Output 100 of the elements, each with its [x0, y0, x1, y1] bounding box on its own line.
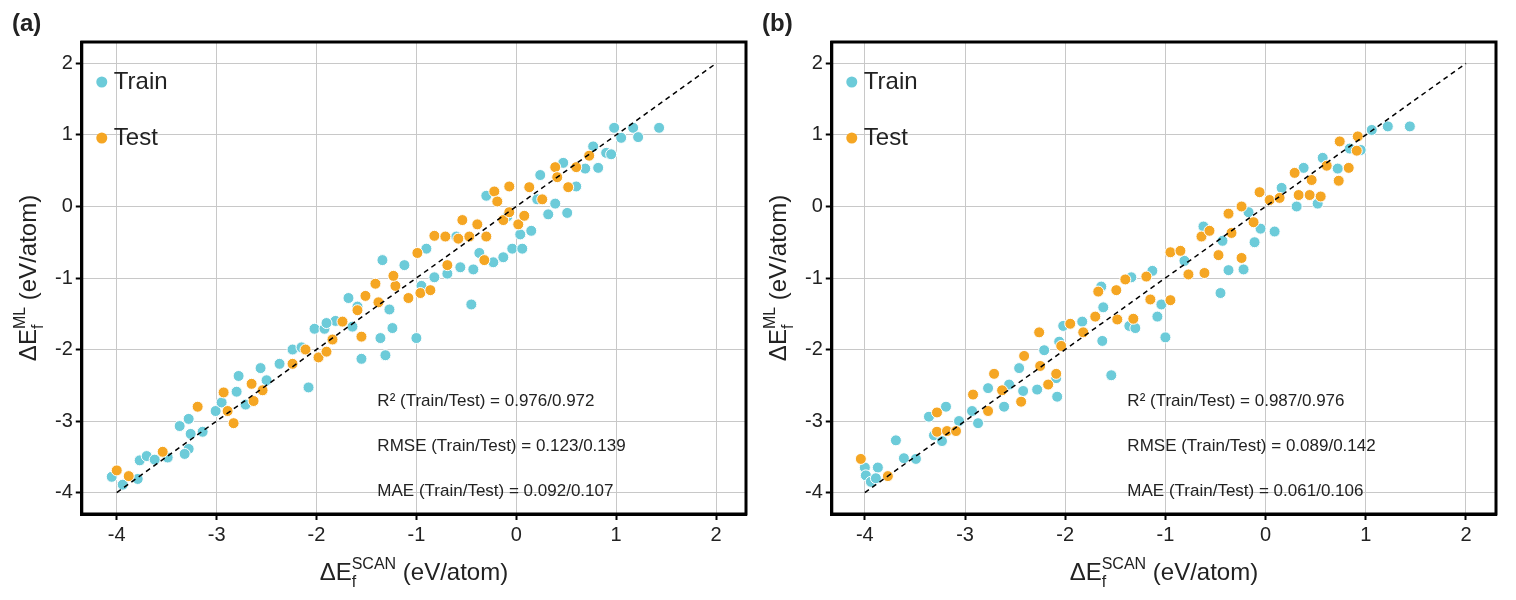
- point: [570, 161, 583, 174]
- point: [897, 452, 910, 465]
- y-tick-label: -2: [54, 337, 73, 360]
- point: [523, 181, 536, 194]
- annotation: MAE (Train/Test) = 0.061/0.106: [1127, 481, 1364, 500]
- point: [503, 180, 516, 193]
- point: [110, 464, 123, 477]
- point: [1292, 189, 1305, 202]
- point: [1198, 266, 1211, 279]
- point: [411, 246, 424, 259]
- point: [247, 395, 260, 408]
- point: [122, 470, 135, 483]
- point: [1297, 161, 1310, 174]
- point: [1203, 224, 1216, 237]
- point: [1182, 268, 1195, 281]
- point: [972, 417, 985, 430]
- point: [336, 315, 349, 328]
- point: [562, 181, 575, 194]
- point: [471, 218, 484, 231]
- point: [191, 400, 204, 413]
- point: [1159, 331, 1172, 344]
- point: [245, 377, 258, 390]
- point: [583, 149, 596, 162]
- x-tick-label: -3: [207, 522, 226, 545]
- x-tick-label: -4: [107, 522, 126, 545]
- point: [1195, 230, 1208, 243]
- annotation: RMSE (Train/Test) = 0.089/0.142: [1127, 436, 1376, 455]
- point: [1164, 246, 1177, 259]
- x-tick-label: -4: [855, 522, 874, 545]
- point: [950, 425, 963, 438]
- point: [1222, 207, 1235, 220]
- point: [320, 345, 333, 358]
- point: [1031, 383, 1044, 396]
- point: [1342, 161, 1355, 174]
- y-axis-title: ΔEfML (eV/atom): [11, 194, 47, 362]
- point: [551, 171, 564, 184]
- point: [351, 304, 364, 317]
- point: [326, 333, 339, 346]
- point: [1033, 326, 1046, 339]
- point: [1320, 159, 1333, 172]
- point: [1119, 273, 1132, 286]
- point: [1092, 285, 1105, 298]
- point: [1051, 390, 1064, 403]
- point: [1097, 301, 1110, 314]
- point: [456, 214, 469, 227]
- point: [1403, 120, 1416, 133]
- x-tick-label: 1: [610, 522, 622, 545]
- point: [1038, 344, 1051, 357]
- point: [217, 386, 230, 399]
- point: [536, 193, 549, 206]
- x-tick-label: -3: [956, 522, 974, 545]
- point: [998, 400, 1011, 413]
- x-tick-label: 2: [1460, 522, 1472, 545]
- point: [1290, 200, 1303, 213]
- point: [1110, 284, 1123, 297]
- point: [414, 287, 427, 300]
- x-tick-label: -2: [307, 522, 326, 545]
- point: [869, 472, 882, 485]
- point: [1247, 216, 1260, 229]
- point: [966, 405, 979, 418]
- point: [1015, 395, 1028, 408]
- point: [1151, 310, 1164, 323]
- point: [491, 195, 504, 208]
- point: [1350, 144, 1363, 157]
- annotation: RMSE (Train/Test) = 0.123/0.139: [377, 436, 626, 455]
- point: [372, 296, 385, 309]
- point: [1303, 189, 1316, 202]
- point: [982, 382, 995, 395]
- point: [1144, 293, 1157, 306]
- x-tick-label: 1: [1360, 522, 1372, 545]
- y-tick-label: 1: [61, 122, 73, 145]
- point: [480, 230, 493, 243]
- point: [854, 452, 867, 465]
- point: [1305, 174, 1318, 187]
- point: [1222, 264, 1235, 277]
- y-tick-label: -1: [54, 265, 73, 288]
- point: [518, 209, 531, 222]
- point: [1214, 287, 1227, 300]
- point: [1268, 225, 1281, 238]
- point: [1055, 339, 1068, 352]
- point: [1076, 315, 1089, 328]
- y-tick-label: -3: [804, 408, 823, 431]
- legend-label: Test: [863, 122, 909, 150]
- point: [1096, 334, 1109, 347]
- point: [1332, 174, 1345, 187]
- legend-label: Train: [863, 66, 918, 94]
- chart-title: (b): [762, 8, 793, 36]
- point: [488, 185, 501, 198]
- point: [1381, 120, 1394, 133]
- point: [312, 351, 325, 364]
- legend-label: Test: [113, 122, 159, 150]
- x-tick-label: -2: [1056, 522, 1075, 545]
- y-tick-label: 2: [811, 50, 823, 73]
- point: [227, 417, 240, 430]
- point: [1129, 322, 1142, 335]
- x-tick-label: 2: [710, 522, 722, 545]
- y-tick-label: -4: [54, 480, 73, 503]
- point: [930, 425, 943, 438]
- point: [1333, 135, 1346, 148]
- point: [1105, 369, 1118, 382]
